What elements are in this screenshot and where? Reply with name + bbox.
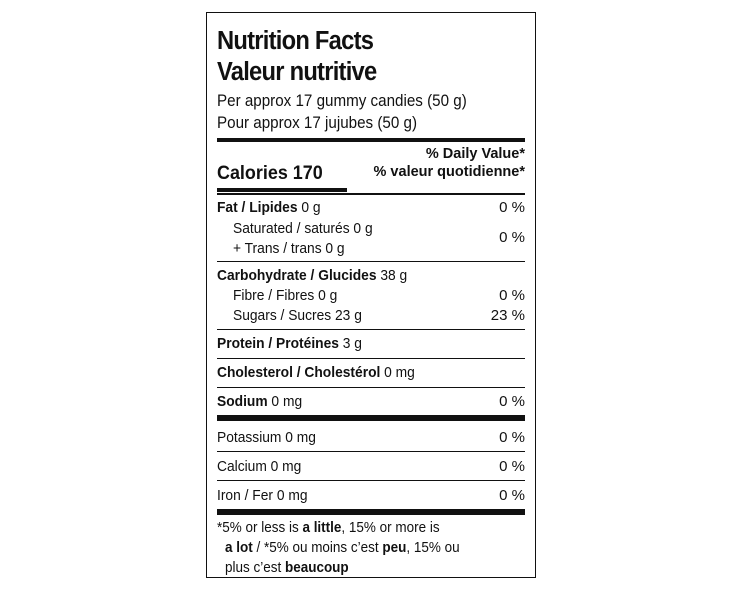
- calories-underline: [217, 188, 347, 192]
- iron-label: Iron / Fer 0 mg: [217, 487, 308, 504]
- footnote-line-2: a lot / *5% ou moins c’est peu, 15% ou: [225, 540, 460, 556]
- potassium-percent: 0 %: [499, 429, 525, 446]
- fibre-label: Fibre / Fibres 0 g: [233, 287, 338, 304]
- serving-size-french: Pour approx 17 jujubes (50 g): [217, 114, 417, 132]
- title-english: Nutrition Facts: [217, 27, 374, 55]
- rule: [217, 358, 525, 359]
- calories-label: Calories 170: [217, 162, 323, 184]
- saturated-label: Saturated / saturés 0 g: [233, 220, 373, 237]
- nutrition-facts-table: Nutrition Facts Valeur nutritive Per app…: [206, 12, 536, 578]
- sodium-label: Sodium 0 mg: [217, 393, 303, 410]
- daily-value-header-english: % Daily Value*: [425, 146, 525, 162]
- calcium-percent: 0 %: [499, 458, 525, 475]
- footnote-line-3: plus c’est beaucoup: [225, 560, 349, 576]
- sugars-label: Sugars / Sucres 23 g: [233, 307, 362, 324]
- daily-value-header-french: % valeur quotidienne*: [373, 164, 525, 180]
- potassium-label: Potassium 0 mg: [217, 429, 316, 446]
- trans-label: + Trans / trans 0 g: [233, 240, 345, 257]
- fibre-percent: 0 %: [499, 287, 525, 304]
- sugars-percent: 23 %: [490, 307, 525, 324]
- sodium-percent: 0 %: [499, 393, 525, 410]
- carbohydrate-label: Carbohydrate / Glucides 38 g: [217, 267, 408, 284]
- iron-percent: 0 %: [499, 487, 525, 504]
- title-french: Valeur nutritive: [217, 58, 377, 86]
- protein-label: Protein / Protéines 3 g: [217, 335, 362, 352]
- thick-rule-bottom: [217, 509, 525, 515]
- saturated-trans-percent: 0 %: [499, 229, 525, 246]
- fat-label: Fat / Lipides 0 g: [217, 199, 321, 216]
- rule-below-calories: [217, 193, 525, 195]
- serving-size-english: Per approx 17 gummy candies (50 g): [217, 92, 467, 110]
- footnote-line-1: *5% or less is a little, 15% or more is: [217, 520, 440, 536]
- rule: [217, 451, 525, 452]
- rule: [217, 387, 525, 388]
- calcium-label: Calcium 0 mg: [217, 458, 302, 475]
- rule: [217, 261, 525, 262]
- fat-percent: 0 %: [499, 199, 525, 216]
- rule: [217, 329, 525, 330]
- thick-rule-top: [217, 138, 525, 142]
- cholesterol-label: Cholesterol / Cholestérol 0 mg: [217, 364, 415, 381]
- rule: [217, 480, 525, 481]
- thick-rule-middle: [217, 415, 525, 421]
